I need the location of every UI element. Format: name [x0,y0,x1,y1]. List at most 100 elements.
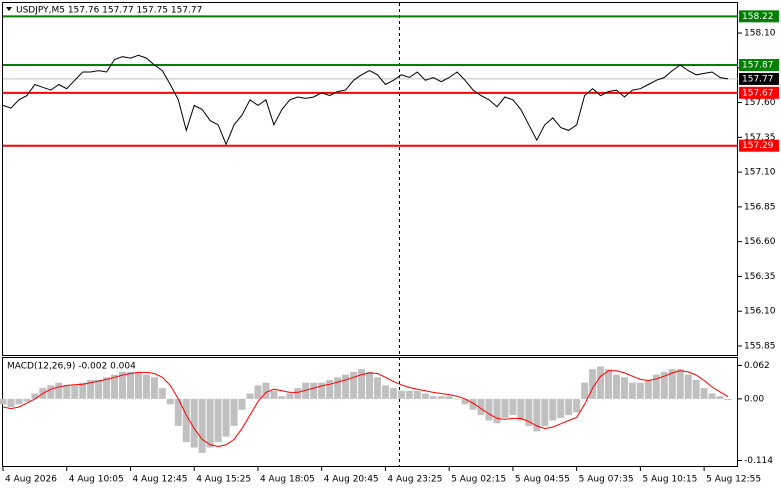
macd-bar [214,398,222,443]
macd-bar [150,377,158,399]
macd-bar [294,388,302,399]
macd-bar [716,396,724,399]
x-tick-label: 5 Aug 02:15 [451,475,506,485]
macd-bar [166,398,174,405]
macd-bar [469,398,477,410]
macd-bar [421,393,429,399]
macd-bar [581,382,589,399]
macd-bar [103,377,111,399]
level-label-box [739,59,779,72]
macd-bar [501,398,509,418]
macd-bar [302,382,310,399]
x-tick-label: 4 Aug 12:45 [132,475,187,485]
macd-bar [79,382,87,399]
y-tick-label: 0.00 [744,394,764,404]
macd-bar [644,379,652,399]
macd-bar [636,382,644,399]
macd-bar [111,374,119,399]
macd-title: MACD(12,26,9) -0.002 0.004 [7,362,136,372]
level-label: 157.67 [742,88,774,98]
macd-bar [692,379,700,399]
macd-bar [461,398,469,405]
macd-bar [47,385,55,399]
x-tick-label: 4 Aug 2026 [5,475,57,485]
macd-bar [23,398,31,402]
level-label: 158.22 [742,12,774,22]
macd-bar [413,390,421,399]
macd-bar [0,398,7,405]
current-price-box [739,72,779,85]
macd-bar [557,398,565,418]
macd-bar [366,371,373,399]
macd-bar [7,398,15,407]
macd-bar [190,398,198,448]
price-line [2,54,729,146]
macd-bar [95,379,103,399]
macd-bar [286,393,294,399]
macd-bar [509,398,517,416]
macd-panel-frame [2,357,738,467]
macd-bar [549,398,557,421]
macd-bar [278,396,286,399]
macd-bar [381,385,389,399]
level-label-box [739,10,779,23]
x-tick-label: 5 Aug 04:55 [515,475,570,485]
x-tick-label: 4 Aug 20:45 [324,475,379,485]
macd-bar [724,398,732,400]
macd-bar [238,398,246,410]
price-panel-frame [2,2,738,356]
macd-bar [676,369,684,399]
x-tick-label: 5 Aug 07:35 [579,475,634,485]
macd-bar [230,398,238,426]
macd-bar [350,371,358,399]
macd-bar [525,398,533,426]
macd-bar [334,377,342,399]
macd-bar [310,382,318,399]
macd-bar [453,398,461,400]
macd-bar [652,374,660,399]
macd-bar [358,369,366,399]
x-tick-label: 5 Aug 10:15 [642,475,697,485]
macd-bar [373,377,381,399]
macd-bar [541,398,549,426]
symbol-menu-icon[interactable] [6,7,12,11]
macd-bar [158,388,166,399]
y-tick-label: 158.10 [744,29,776,39]
macd-bar [684,374,692,399]
macd-bar [573,398,581,413]
macd-bar [620,377,628,399]
macd-bar [71,385,79,399]
chart-title: USDJPY,M5 157.76 157.77 157.75 157.77 [16,6,202,16]
macd-bar [126,371,134,399]
macd-bar [342,374,350,399]
macd-bar [660,371,668,399]
y-tick-label: -0.114 [744,456,773,466]
macd-bar [182,398,190,443]
macd-bar [485,398,493,421]
macd-bar [142,374,150,399]
macd-bar [517,398,525,421]
macd-bar [397,390,405,399]
macd-bar [270,390,278,399]
macd-bar [708,393,716,399]
macd-bar [254,385,262,399]
macd-bar [134,371,142,399]
level-label-box [739,86,779,99]
level-label-box [739,139,779,152]
macd-bar [700,388,708,399]
x-tick-label: 5 Aug 12:55 [706,475,761,485]
macd-bar [63,385,71,399]
macd-bar [222,398,230,437]
macd-bar [493,398,501,424]
macd-bar [119,371,127,399]
x-tick-label: 4 Aug 18:05 [260,475,315,485]
y-tick-label: 157.35 [744,133,776,143]
macd-bar [429,396,437,399]
current-price-label: 157.77 [742,74,774,84]
macd-bar [174,398,182,426]
macd-bar [628,382,636,399]
macd-bar [262,382,270,399]
y-tick-label: 155.85 [744,341,776,351]
y-tick-label: 157.60 [744,98,776,108]
